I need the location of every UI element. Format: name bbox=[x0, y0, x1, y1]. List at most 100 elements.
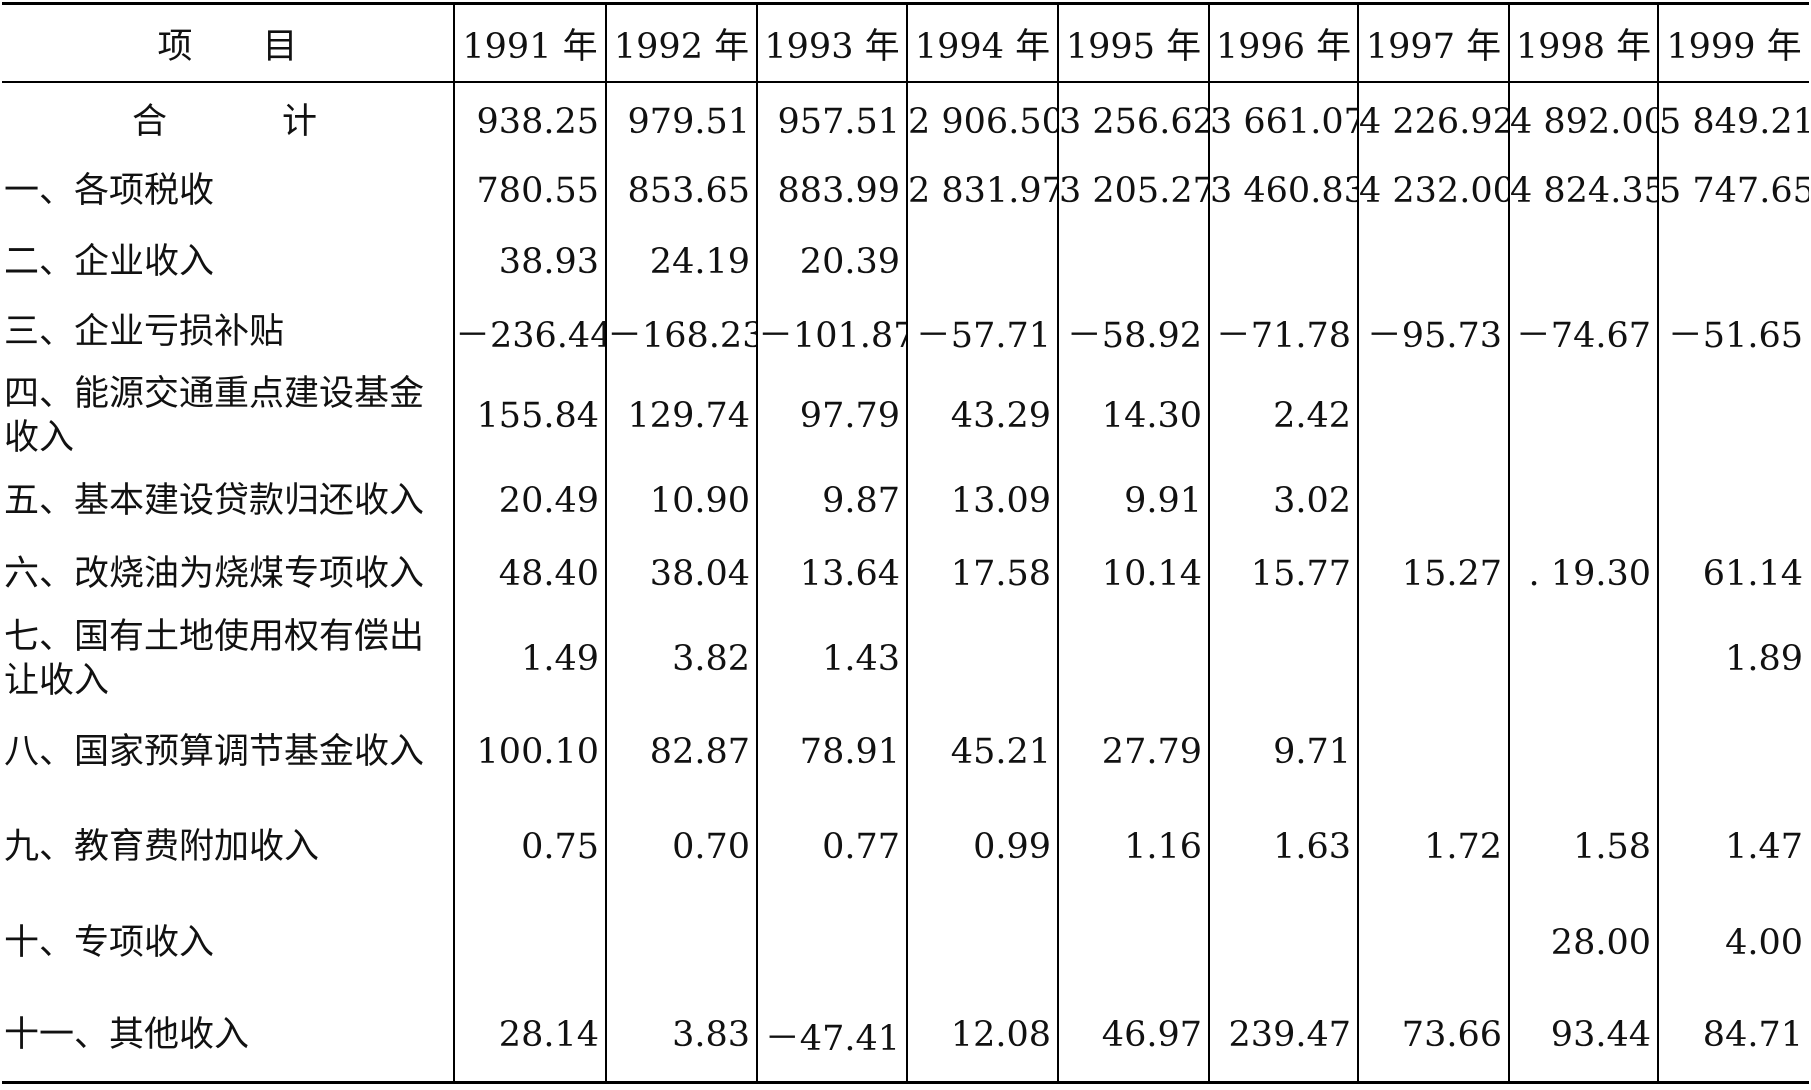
row-label: 五、基本建设贷款归还收入 bbox=[4, 481, 425, 521]
value-cell: 0.99 bbox=[906, 797, 1058, 897]
value-cell: 1.43 bbox=[756, 611, 907, 707]
value-cell: 27.79 bbox=[1057, 707, 1209, 797]
value-cell: 28.00 bbox=[1508, 897, 1658, 989]
value-cell: 155.84 bbox=[453, 367, 606, 465]
value-cell: 38.04 bbox=[605, 537, 757, 611]
value-cell: 2 906.50 bbox=[906, 82, 1058, 155]
table-row: 十、专项收入 28.00 4.00 bbox=[2, 897, 1809, 989]
value-cell bbox=[1208, 611, 1358, 707]
value-cell: 3 205.27 bbox=[1057, 155, 1209, 227]
value-cell: 20.49 bbox=[453, 465, 606, 537]
value-cell: . 19.30 bbox=[1508, 537, 1658, 611]
row-label: 七、国有土地使用权有偿出让收入 bbox=[4, 617, 425, 701]
value-cell: 2 831.97 bbox=[906, 155, 1058, 227]
value-cell bbox=[1657, 227, 1809, 297]
value-cell: 46.97 bbox=[1057, 989, 1209, 1084]
value-cell: 28.14 bbox=[453, 989, 606, 1084]
value-cell: 13.64 bbox=[756, 537, 907, 611]
row-label: 四、能源交通重点建设基金收入 bbox=[4, 374, 425, 458]
header-item: 项 目 bbox=[2, 2, 454, 83]
row-label: 八、国家预算调节基金收入 bbox=[4, 732, 425, 772]
row-label: 一、各项税收 bbox=[4, 171, 215, 211]
header-year: 1994 年 bbox=[906, 2, 1058, 83]
value-cell: 4 226.92 bbox=[1357, 82, 1509, 155]
value-cell: 38.93 bbox=[453, 227, 606, 297]
value-cell: 883.99 bbox=[756, 155, 907, 227]
value-cell: 45.21 bbox=[906, 707, 1058, 797]
value-cell bbox=[1208, 897, 1358, 989]
value-cell: 100.10 bbox=[453, 707, 606, 797]
value-cell: 4 232.00 bbox=[1357, 155, 1509, 227]
value-cell: 1.16 bbox=[1057, 797, 1209, 897]
value-cell: 3.02 bbox=[1208, 465, 1358, 537]
table-row: 一、各项税收 780.55 853.65 883.99 2 831.97 3 205.27… bbox=[2, 155, 1809, 227]
value-cell: 1.58 bbox=[1508, 797, 1658, 897]
value-cell: 129.74 bbox=[605, 367, 757, 465]
value-cell bbox=[906, 897, 1058, 989]
value-cell bbox=[453, 897, 606, 989]
value-cell: －101.87 bbox=[756, 297, 907, 367]
value-cell bbox=[1357, 611, 1509, 707]
table-row: 十一、其他收入 28.14 3.83 －47.41 12.08 46.97 239.47 73… bbox=[2, 989, 1809, 1084]
value-cell bbox=[1508, 227, 1658, 297]
value-cell: －95.73 bbox=[1357, 297, 1509, 367]
value-cell: 4 824.35 bbox=[1508, 155, 1658, 227]
value-cell: 0.77 bbox=[756, 797, 907, 897]
row-label: 二、企业收入 bbox=[4, 242, 215, 282]
value-cell bbox=[1657, 707, 1809, 797]
value-cell bbox=[1357, 465, 1509, 537]
value-cell: 97.79 bbox=[756, 367, 907, 465]
value-cell: －74.67 bbox=[1508, 297, 1658, 367]
row-label: 十一、其他收入 bbox=[2, 989, 454, 1084]
value-cell: 1.72 bbox=[1357, 797, 1509, 897]
header-year: 1992 年 bbox=[605, 2, 757, 83]
value-cell: 1.63 bbox=[1208, 797, 1358, 897]
value-cell: 3.83 bbox=[605, 989, 757, 1084]
value-cell: 13.09 bbox=[906, 465, 1058, 537]
value-cell bbox=[605, 897, 757, 989]
value-cell bbox=[1508, 611, 1658, 707]
value-cell: 3 256.62 bbox=[1057, 82, 1209, 155]
value-cell: 4 892.00 bbox=[1508, 82, 1658, 155]
value-cell: 24.19 bbox=[605, 227, 757, 297]
row-label: 十、专项收入 bbox=[4, 923, 215, 963]
value-cell: －47.41 bbox=[756, 989, 907, 1084]
value-cell: －168.23 bbox=[605, 297, 757, 367]
value-cell: －51.65 bbox=[1657, 297, 1809, 367]
table-row: 八、国家预算调节基金收入 100.10 82.87 78.91 45.21 27.79 9.… bbox=[2, 707, 1809, 797]
value-cell: 10.14 bbox=[1057, 537, 1209, 611]
value-cell bbox=[1208, 227, 1358, 297]
table-row: 二、企业收入 38.93 24.19 20.39 bbox=[2, 227, 1809, 297]
value-cell bbox=[906, 611, 1058, 707]
value-cell: －58.92 bbox=[1057, 297, 1209, 367]
value-cell: －57.71 bbox=[906, 297, 1058, 367]
value-cell: 780.55 bbox=[453, 155, 606, 227]
row-label: 三、企业亏损补贴 bbox=[4, 312, 285, 352]
header-year: 1999 年 bbox=[1657, 2, 1809, 83]
value-cell: 20.39 bbox=[756, 227, 907, 297]
value-cell: 2.42 bbox=[1208, 367, 1358, 465]
value-cell bbox=[1508, 367, 1658, 465]
table-row: 七、国有土地使用权有偿出让收入 1.49 3.82 1.43 1.89 bbox=[2, 611, 1809, 707]
value-cell: 82.87 bbox=[605, 707, 757, 797]
value-cell: 938.25 bbox=[453, 82, 606, 155]
value-cell bbox=[1657, 465, 1809, 537]
table-row: 四、能源交通重点建设基金收入 155.84 129.74 97.79 43.29 14.3… bbox=[2, 367, 1809, 465]
value-cell bbox=[1057, 227, 1209, 297]
value-cell bbox=[1508, 707, 1658, 797]
value-cell: 9.91 bbox=[1057, 465, 1209, 537]
value-cell bbox=[1357, 227, 1509, 297]
value-cell: 78.91 bbox=[756, 707, 907, 797]
value-cell: 979.51 bbox=[605, 82, 757, 155]
table-row: 三、企业亏损补贴 －236.44 －168.23 －101.87 －57.71 －58.9… bbox=[2, 297, 1809, 367]
value-cell: 84.71 bbox=[1657, 989, 1809, 1084]
value-cell: 48.40 bbox=[453, 537, 606, 611]
header-year: 1995 年 bbox=[1057, 2, 1209, 83]
table-row: 九、教育费附加收入 0.75 0.70 0.77 0.99 1.16 1.63 1.72 1.5… bbox=[2, 797, 1809, 897]
value-cell: 957.51 bbox=[756, 82, 907, 155]
value-cell: 0.75 bbox=[453, 797, 606, 897]
value-cell: 14.30 bbox=[1057, 367, 1209, 465]
value-cell: 12.08 bbox=[906, 989, 1058, 1084]
